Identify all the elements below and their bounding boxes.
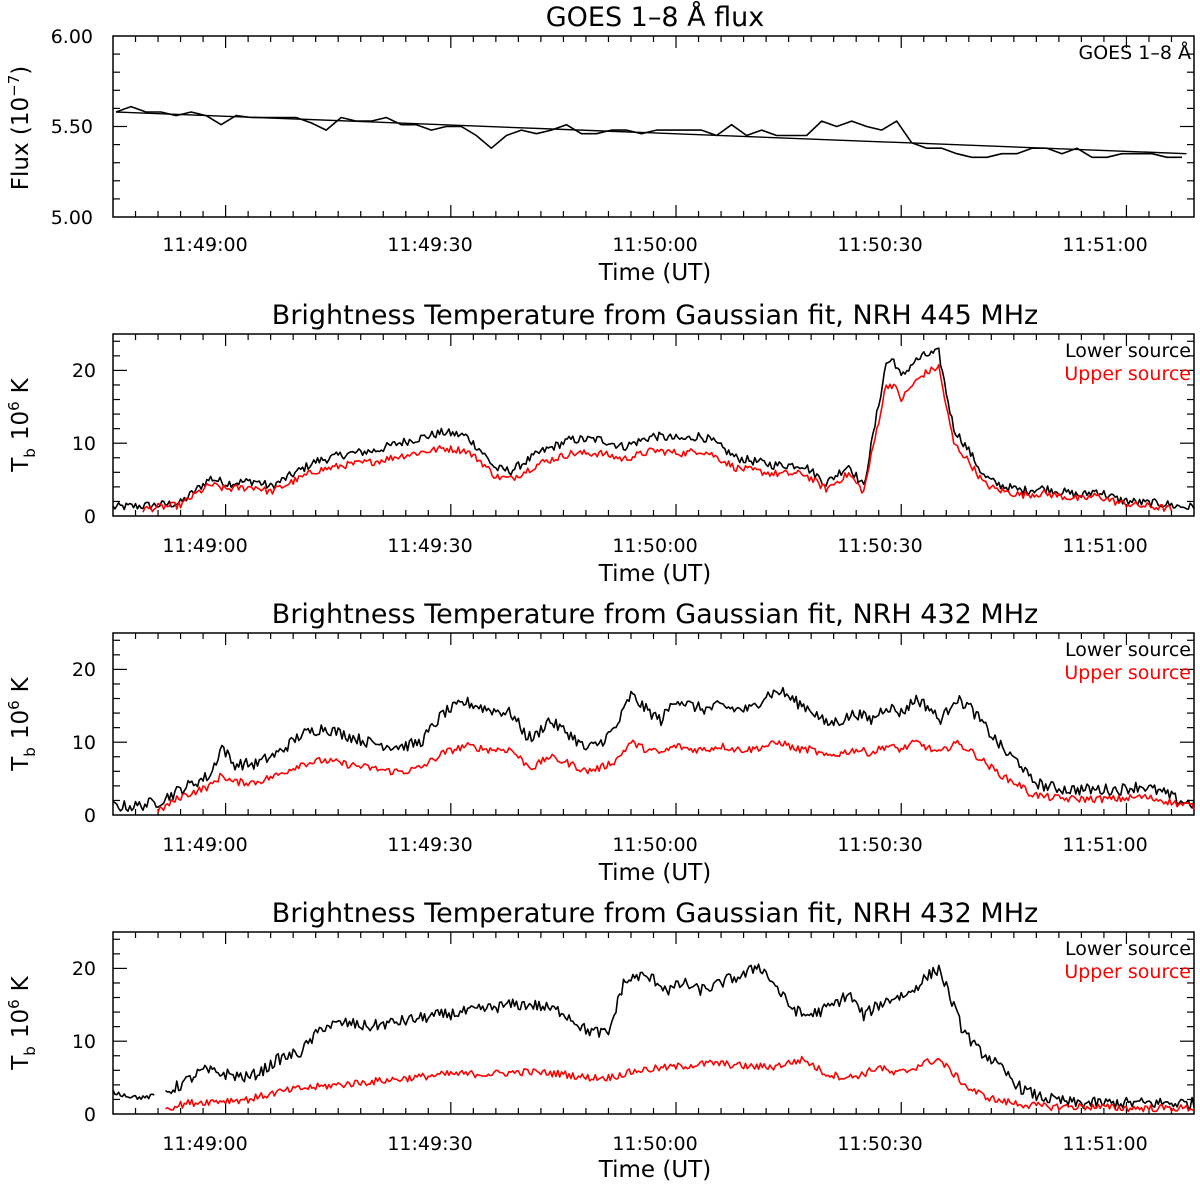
y-tick-label: 5.50 bbox=[51, 116, 93, 138]
x-tick-label: 11:51:00 bbox=[1062, 234, 1147, 256]
x-tick-label: 11:49:30 bbox=[387, 834, 472, 856]
x-tick-label: 11:51:00 bbox=[1062, 535, 1147, 557]
plot-series bbox=[115, 105, 1187, 159]
y-axis-label: Tb106K bbox=[5, 975, 39, 1070]
plot-series bbox=[112, 686, 1195, 813]
x-tick-label: 11:49:30 bbox=[387, 234, 472, 256]
x-axis-label: Time (UT) bbox=[598, 860, 711, 886]
y-tick-label: 0 bbox=[84, 1104, 96, 1126]
y-axis-label: Tb106K bbox=[5, 676, 39, 771]
legend-lower-source: Lower source bbox=[1065, 639, 1191, 661]
y-tick-label: 20 bbox=[72, 659, 96, 681]
series-line-upper-source bbox=[142, 363, 1173, 513]
y-tick-label: 10 bbox=[72, 732, 96, 754]
y-axis-label: Flux (10−7) bbox=[5, 66, 34, 190]
x-tick-label: 11:49:30 bbox=[387, 1133, 472, 1155]
y-tick-label: 10 bbox=[72, 1031, 96, 1053]
series-line-lower-source bbox=[112, 1089, 155, 1100]
y-axis-label: Tb106K bbox=[5, 377, 39, 472]
x-tick-label: 11:50:30 bbox=[837, 834, 922, 856]
x-tick-label: 11:51:00 bbox=[1062, 834, 1147, 856]
series-line-upper-source bbox=[165, 1055, 1195, 1113]
x-tick-labels: 11:49:00 11:49:30 11:50:00 11:50:30 11:5… bbox=[162, 234, 1147, 256]
y-tick-labels: 0 10 20 bbox=[72, 659, 96, 827]
x-axis-label: Time (UT) bbox=[598, 1157, 711, 1183]
x-tick-label: 11:51:00 bbox=[1062, 1133, 1147, 1155]
legend-lower-source: Lower source bbox=[1065, 340, 1191, 362]
legend-upper-source: Upper source bbox=[1064, 363, 1191, 385]
x-axis-label: Time (UT) bbox=[598, 260, 711, 286]
series-line-lower-source bbox=[165, 963, 1195, 1110]
y-tick-label: 6.00 bbox=[51, 26, 93, 48]
panel-title: GOES 1–8 Å flux bbox=[546, 1, 765, 33]
y-tick-label: 5.00 bbox=[51, 207, 93, 229]
x-tick-labels: 11:49:00 11:49:30 11:50:00 11:50:30 11:5… bbox=[162, 535, 1147, 557]
series-line-lower-source bbox=[112, 347, 1195, 511]
x-tick-label: 11:49:00 bbox=[162, 535, 247, 557]
panel-title: Brightness Temperature from Gaussian fit… bbox=[272, 300, 1038, 331]
series-line-upper-source bbox=[157, 739, 1195, 813]
x-tick-labels: 11:49:00 11:49:30 11:50:00 11:50:30 11:5… bbox=[162, 1133, 1147, 1155]
legend-lower-source: Lower source bbox=[1065, 938, 1191, 960]
x-tick-label: 11:50:00 bbox=[612, 834, 697, 856]
x-tick-label: 11:50:30 bbox=[837, 535, 922, 557]
x-tick-label: 11:49:00 bbox=[162, 234, 247, 256]
plot-series bbox=[112, 347, 1195, 513]
tick-marks bbox=[113, 36, 1194, 217]
legend-goes: GOES 1–8 Å bbox=[1079, 41, 1192, 64]
y-tick-label: 20 bbox=[72, 958, 96, 980]
x-tick-label: 11:50:00 bbox=[612, 234, 697, 256]
y-tick-label: 0 bbox=[84, 506, 96, 528]
tick-marks bbox=[113, 932, 1194, 1114]
nrh-445-panel: Brightness Temperature from Gaussian fit… bbox=[5, 300, 1195, 587]
x-tick-label: 11:50:30 bbox=[837, 1133, 922, 1155]
nrh-432-panel-a: Brightness Temperature from Gaussian fit… bbox=[5, 599, 1195, 886]
series-line-linear-fit bbox=[115, 111, 1187, 155]
x-tick-label: 11:49:00 bbox=[162, 834, 247, 856]
tick-marks bbox=[113, 633, 1194, 815]
y-tick-label: 0 bbox=[84, 805, 96, 827]
goes-flux-panel: GOES 1–8 Å flux 6.00 5.50 5.00 Flux (10−… bbox=[5, 1, 1195, 286]
x-tick-label: 11:50:30 bbox=[837, 234, 922, 256]
panel-title: Brightness Temperature from Gaussian fit… bbox=[272, 898, 1038, 929]
panel-title: Brightness Temperature from Gaussian fit… bbox=[272, 599, 1038, 630]
y-tick-labels: 6.00 5.50 5.00 bbox=[51, 26, 93, 229]
plot-frame bbox=[112, 632, 1195, 816]
x-tick-label: 11:50:00 bbox=[612, 535, 697, 557]
nrh-432-panel-b: Brightness Temperature from Gaussian fit… bbox=[5, 898, 1195, 1183]
y-tick-label: 10 bbox=[72, 433, 96, 455]
series-line-goes-1-8- bbox=[115, 105, 1182, 159]
plot-series bbox=[112, 963, 1195, 1113]
series-line-lower-source bbox=[112, 686, 1195, 812]
tick-marks bbox=[113, 334, 1194, 516]
plot-frame bbox=[112, 931, 1195, 1115]
x-tick-label: 11:49:00 bbox=[162, 1133, 247, 1155]
legend-upper-source: Upper source bbox=[1064, 662, 1191, 684]
x-tick-labels: 11:49:00 11:49:30 11:50:00 11:50:30 11:5… bbox=[162, 834, 1147, 856]
x-tick-label: 11:49:30 bbox=[387, 535, 472, 557]
x-tick-label: 11:50:00 bbox=[612, 1133, 697, 1155]
y-tick-labels: 0 10 20 bbox=[72, 958, 96, 1126]
legend-upper-source: Upper source bbox=[1064, 961, 1191, 983]
plot-frame bbox=[112, 35, 1195, 218]
y-tick-labels: 0 10 20 bbox=[72, 360, 96, 528]
x-axis-label: Time (UT) bbox=[598, 561, 711, 587]
y-tick-label: 20 bbox=[72, 360, 96, 382]
